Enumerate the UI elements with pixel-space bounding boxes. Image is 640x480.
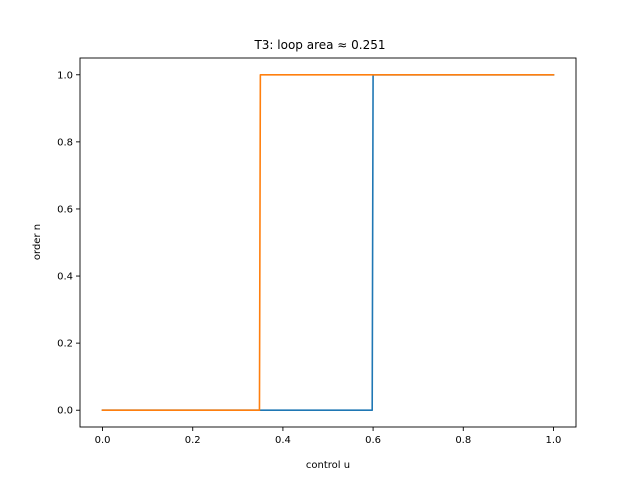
x-tick-label: 0.8: [455, 435, 471, 446]
plot-area: 0.0 0.2 0.4 0.6 0.8 1.0 0.0 0.2 0.4 0.6 0.8 1.0: [57, 57, 577, 446]
y-tick-label: 0.6: [57, 204, 73, 215]
y-tick-label: 0.8: [57, 137, 73, 148]
y-tick-label: 1.0: [57, 70, 73, 81]
x-tick-label: 1.0: [546, 435, 562, 446]
x-tick-label: 0.0: [95, 435, 111, 446]
y-tick-label: 0.2: [57, 339, 73, 350]
y-tick-label: 0.0: [57, 406, 73, 417]
x-axis-label: control u: [306, 460, 350, 471]
y-axis-label: order n: [32, 224, 43, 260]
x-tick-label: 0.6: [365, 435, 381, 446]
axes-frame: [79, 57, 577, 428]
series-line-2: [101, 73, 555, 412]
chart-title: T3: loop area ≈ 0.251: [253, 38, 385, 52]
y-tick-label: 0.4: [57, 272, 73, 283]
x-tick-label: 0.4: [275, 435, 291, 446]
x-tick-label: 0.2: [185, 435, 201, 446]
